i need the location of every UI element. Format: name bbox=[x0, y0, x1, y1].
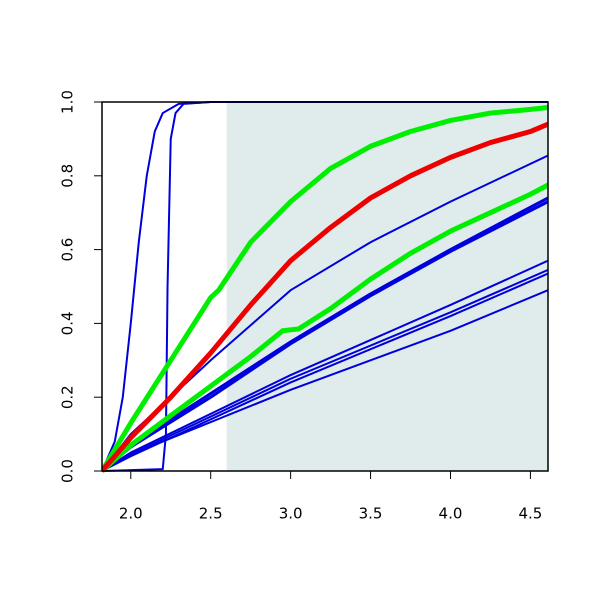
x-tick-label: 4.0 bbox=[439, 505, 463, 523]
curve bbox=[102, 259, 548, 472]
x-tick-label: 3.5 bbox=[359, 505, 383, 523]
x-tick-label: 2.5 bbox=[199, 505, 223, 523]
curve bbox=[102, 154, 548, 472]
curve bbox=[102, 289, 548, 472]
x-tick-label: 4.5 bbox=[518, 505, 542, 523]
y-tick-label: 0.4 bbox=[59, 311, 77, 335]
y-tick-label: 0.8 bbox=[59, 164, 77, 188]
y-tick-label: 1.0 bbox=[59, 90, 77, 114]
y-tick-label: 0.0 bbox=[59, 459, 77, 483]
curve bbox=[102, 105, 548, 473]
curve bbox=[102, 121, 548, 473]
curve bbox=[102, 182, 548, 473]
y-tick-label: 0.6 bbox=[59, 238, 77, 262]
x-tick-label: 2.0 bbox=[119, 505, 143, 523]
x-tick-label: 3.0 bbox=[279, 505, 303, 523]
y-tick-label: 0.2 bbox=[59, 385, 77, 409]
curve bbox=[102, 272, 548, 472]
